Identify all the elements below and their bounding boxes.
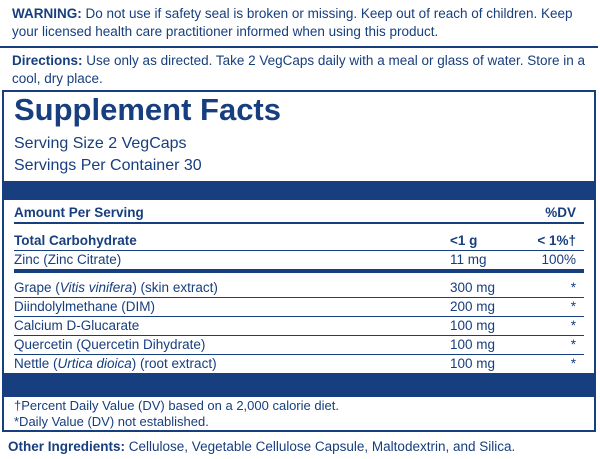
footnote: †Percent Daily Value (DV) based on a 2,0…: [14, 398, 339, 413]
warning-box: WARNING: Do not use if safety seal is br…: [0, 0, 598, 48]
nutrient-row: Total Carbohydrate <1 g < 1%†: [14, 231, 584, 251]
name-part: Zinc (Zinc Citrate): [14, 252, 122, 267]
facts-panel: Supplement Facts Serving Size 2 VegCaps …: [2, 90, 596, 432]
nutrient-name: Nettle (Urtica dioica) (root extract): [14, 356, 217, 371]
name-part: Vitis vinifera: [59, 280, 133, 295]
other-ingredients-label: Other Ingredients:: [8, 439, 126, 454]
nutrient-name: Zinc (Zinc Citrate): [14, 252, 121, 267]
nutrient-name: Total Carbohydrate: [14, 233, 137, 248]
nutrient-name: Diindolylmethane (DIM): [14, 299, 155, 314]
thick-bar: [4, 373, 594, 397]
name-part: Diindolylmethane (DIM): [14, 299, 156, 314]
nutrient-name: Calcium D-Glucarate: [14, 318, 139, 333]
amount: 200 mg: [450, 299, 496, 314]
daily-value: 100%: [541, 252, 576, 267]
header-row: Amount Per Serving %DV: [14, 203, 584, 224]
thick-bar: [4, 181, 594, 200]
dv-header: %DV: [545, 205, 576, 220]
daily-value: *: [570, 356, 576, 371]
daily-value: *: [570, 337, 576, 352]
amount: 100 mg: [450, 318, 496, 333]
warning-label: WARNING:: [12, 6, 82, 21]
warning-text: Do not use if safety seal is broken or m…: [12, 6, 573, 39]
nutrient-name: Quercetin (Quercetin Dihydrate): [14, 337, 205, 352]
amount: 300 mg: [450, 280, 496, 295]
warning: WARNING: Do not use if safety seal is br…: [12, 5, 586, 41]
nutrient-row: Nettle (Urtica dioica) (root extract) 100…: [14, 354, 584, 373]
nutrient-name: Grape (Vitis vinifera) (skin extract): [14, 280, 218, 295]
servings-per-container: Servings Per Container 30: [14, 157, 202, 174]
name-part: ) (root extract): [131, 356, 217, 371]
amount: 11 mg: [450, 252, 487, 267]
nutrient-row: Calcium D-Glucarate 100 mg *: [14, 316, 584, 336]
footnote: *Daily Value (DV) not established.: [14, 414, 209, 429]
facts-title: Supplement Facts: [14, 92, 281, 127]
daily-value: < 1%†: [537, 233, 576, 248]
name-part: Quercetin (Quercetin Dihydrate): [14, 337, 206, 352]
amount: 100 mg: [450, 337, 496, 352]
directions-text: Use only as directed. Take 2 VegCaps dai…: [12, 53, 586, 86]
name-part: Grape (: [14, 280, 60, 295]
name-part: Calcium D-Glucarate: [14, 318, 140, 333]
daily-value: *: [570, 318, 576, 333]
name-part: Nettle (: [14, 356, 58, 371]
amount-header: Amount Per Serving: [14, 205, 144, 220]
amount: 100 mg: [450, 356, 496, 371]
name-part: ) (skin extract): [132, 280, 218, 295]
nutrient-row: Grape (Vitis vinifera) (skin extract) 300…: [14, 278, 584, 298]
nutrient-row: Zinc (Zinc Citrate) 11 mg 100%: [14, 250, 584, 273]
daily-value: *: [570, 299, 576, 314]
daily-value: *: [570, 280, 576, 295]
directions: Directions: Use only as directed. Take 2…: [12, 52, 588, 88]
other-ingredients: Other Ingredients: Cellulose, Vegetable …: [8, 438, 588, 456]
amount: <1 g: [450, 233, 478, 248]
nutrient-row: Quercetin (Quercetin Dihydrate) 100 mg *: [14, 335, 584, 355]
name-part: Urtica dioica: [57, 356, 132, 371]
other-ingredients-text: Cellulose, Vegetable Cellulose Capsule, …: [128, 439, 516, 454]
serving-size: Serving Size 2 VegCaps: [14, 135, 187, 152]
directions-label: Directions:: [12, 53, 83, 68]
name-part: Total Carbohydrate: [14, 233, 137, 248]
nutrient-row: Diindolylmethane (DIM) 200 mg *: [14, 297, 584, 317]
footnotes: †Percent Daily Value (DV) based on a 2,0…: [14, 398, 339, 430]
